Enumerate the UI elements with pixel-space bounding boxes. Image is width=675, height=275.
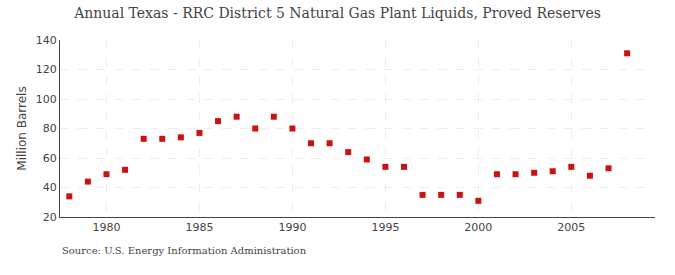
svg-text:40: 40 bbox=[43, 181, 57, 194]
svg-text:20: 20 bbox=[43, 211, 57, 224]
svg-text:Annual Texas - RRC District 5: Annual Texas - RRC District 5 Natural Ga… bbox=[73, 5, 601, 21]
svg-text:120: 120 bbox=[36, 63, 57, 76]
svg-text:1995: 1995 bbox=[371, 221, 399, 234]
svg-text:1985: 1985 bbox=[185, 221, 213, 234]
svg-text:140: 140 bbox=[36, 34, 57, 47]
svg-text:Source: U.S. Energy Informatio: Source: U.S. Energy Information Administ… bbox=[62, 245, 307, 256]
svg-text:Million Barrels: Million Barrels bbox=[15, 86, 29, 170]
svg-text:100: 100 bbox=[36, 93, 57, 106]
svg-text:1990: 1990 bbox=[278, 221, 306, 234]
svg-text:80: 80 bbox=[43, 122, 57, 135]
svg-text:60: 60 bbox=[43, 152, 57, 165]
svg-text:2000: 2000 bbox=[464, 221, 492, 234]
svg-text:2005: 2005 bbox=[557, 221, 585, 234]
svg-text:1980: 1980 bbox=[92, 221, 120, 234]
